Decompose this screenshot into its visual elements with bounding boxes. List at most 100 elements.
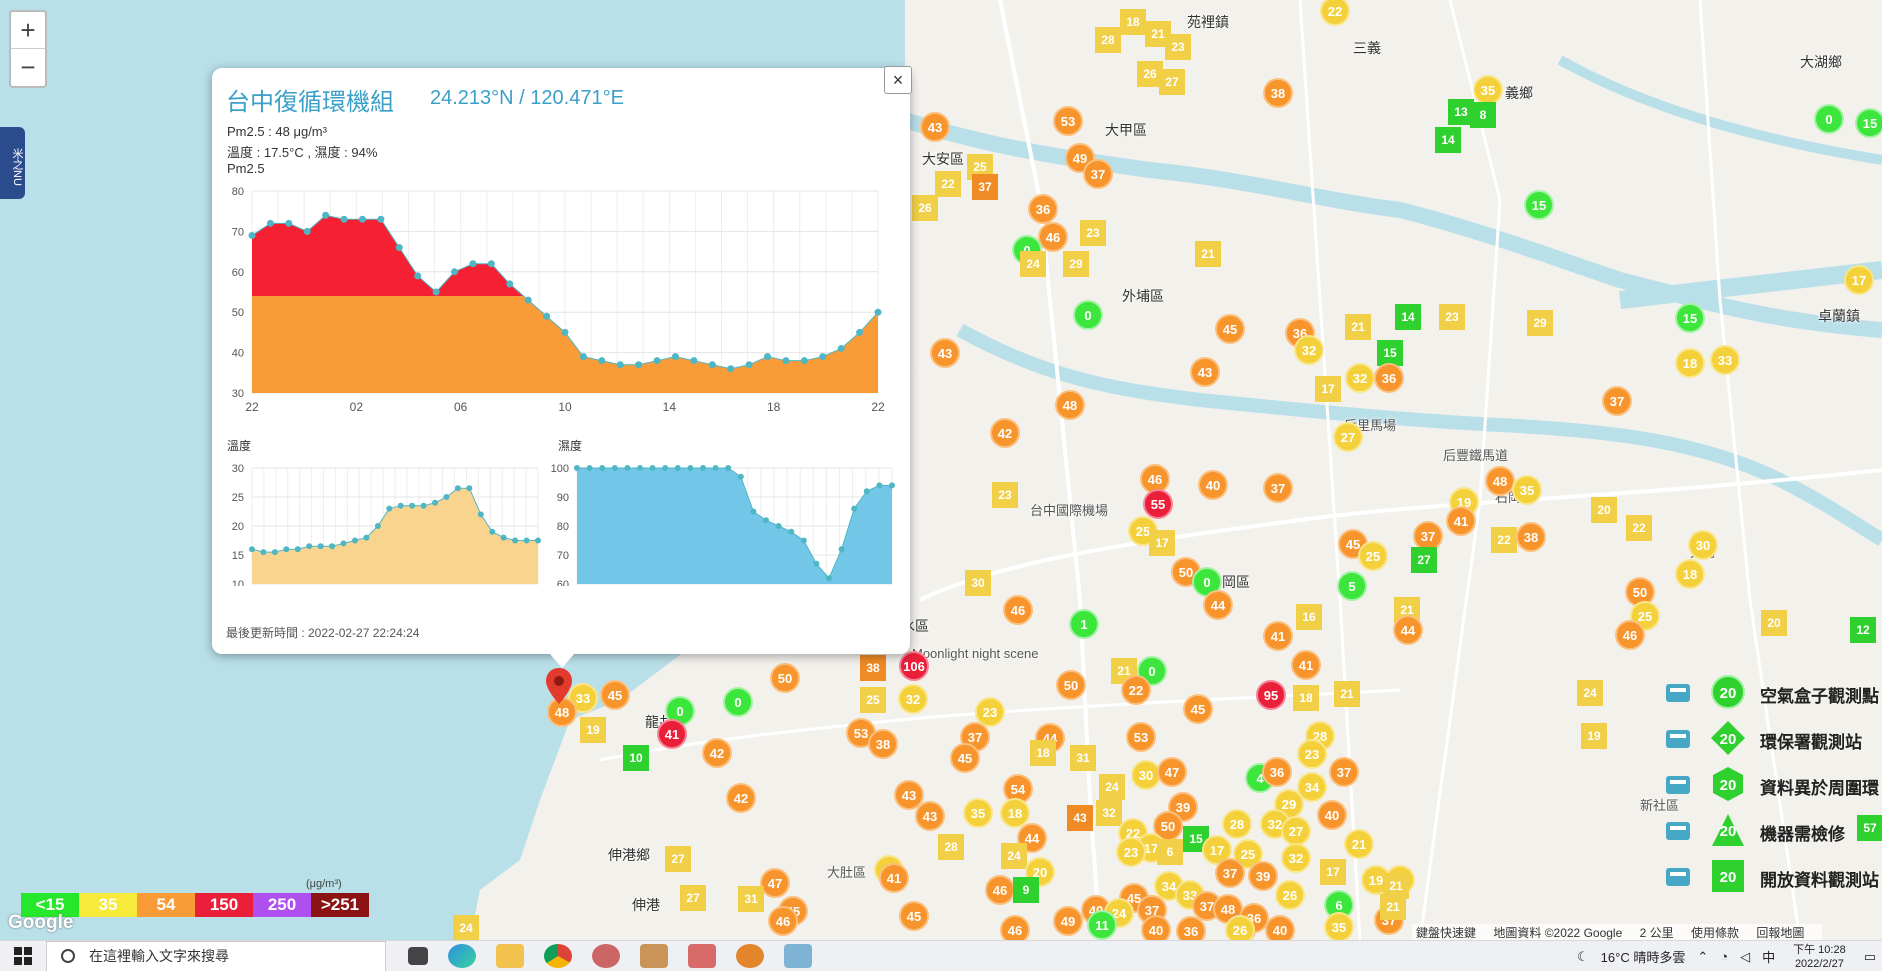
weather-text[interactable]: 16°C 晴時多雲	[1600, 950, 1686, 965]
station-marker[interactable]: 44	[1203, 590, 1233, 620]
station-marker[interactable]: 20	[1761, 610, 1787, 636]
station-marker[interactable]: 106	[899, 651, 929, 681]
map-canvas[interactable]: 苑裡鎮三義義鄉大湖鄉大甲區大安區外埔區后里馬場后豐鐵馬道卓蘭鎮神岡區清水區Moo…	[0, 0, 1882, 940]
terms-link[interactable]: 使用條款	[1690, 926, 1739, 940]
station-marker[interactable]: 12	[1850, 617, 1876, 643]
station-marker[interactable]: 48	[547, 697, 577, 727]
station-marker[interactable]: 50	[770, 663, 800, 693]
station-marker[interactable]: 53	[1053, 106, 1083, 136]
station-marker[interactable]: 24	[1577, 680, 1603, 706]
station-marker[interactable]: 35	[1512, 475, 1542, 505]
station-marker[interactable]: 14	[1395, 304, 1421, 330]
station-marker[interactable]: 95	[1256, 680, 1286, 710]
station-marker[interactable]: 23	[975, 697, 1005, 727]
station-marker[interactable]: 13	[1448, 99, 1474, 125]
station-marker[interactable]: 27	[680, 885, 706, 911]
station-marker[interactable]: 28	[1095, 27, 1121, 53]
station-marker[interactable]: 42	[990, 418, 1020, 448]
station-marker[interactable]: 41	[1263, 621, 1293, 651]
station-marker[interactable]: 18	[1675, 559, 1705, 589]
station-marker[interactable]: 0	[1073, 300, 1103, 330]
volume-icon[interactable]: ◁	[1740, 948, 1751, 964]
station-marker[interactable]: 26	[1137, 61, 1163, 87]
station-marker[interactable]: 15	[1855, 108, 1882, 138]
station-marker[interactable]: 25	[1358, 541, 1388, 571]
side-panel-tab[interactable]: 米之NU	[0, 127, 25, 199]
station-marker[interactable]: 6	[1157, 839, 1183, 865]
station-marker[interactable]: 43	[915, 801, 945, 831]
station-marker[interactable]: 45	[950, 743, 980, 773]
station-marker[interactable]: 32	[1294, 335, 1324, 365]
station-marker[interactable]: 35	[1473, 75, 1503, 105]
station-marker[interactable]: 50	[1056, 670, 1086, 700]
station-marker[interactable]: 1	[1069, 609, 1099, 639]
station-marker[interactable]: 46	[1615, 620, 1645, 650]
station-marker[interactable]: 5	[1337, 571, 1367, 601]
station-marker[interactable]: 18	[1030, 740, 1056, 766]
station-marker[interactable]: 44	[1393, 615, 1423, 645]
station-marker[interactable]: 47	[760, 868, 790, 898]
station-marker[interactable]: 53	[1126, 722, 1156, 752]
station-marker[interactable]: 45	[1215, 314, 1245, 344]
station-marker[interactable]: 46	[768, 906, 798, 936]
station-marker[interactable]: 48	[1485, 466, 1515, 496]
station-marker[interactable]: 14	[1435, 127, 1461, 153]
station-marker[interactable]: 21	[1344, 829, 1374, 859]
station-marker[interactable]: 18	[1120, 9, 1146, 35]
station-marker[interactable]: 9	[1013, 877, 1039, 903]
station-marker[interactable]: 22	[935, 171, 961, 197]
station-marker[interactable]: 27	[1159, 69, 1185, 95]
station-marker[interactable]: 36	[1176, 916, 1206, 940]
station-marker[interactable]: 18	[1675, 348, 1705, 378]
station-marker[interactable]: 20	[1591, 497, 1617, 523]
station-marker[interactable]: 36	[1028, 194, 1058, 224]
station-marker[interactable]: 33	[1710, 345, 1740, 375]
location-pin-icon[interactable]	[546, 668, 572, 704]
station-marker[interactable]: 49	[1065, 143, 1095, 173]
station-marker[interactable]: 37	[972, 174, 998, 200]
station-marker[interactable]: 26	[1275, 880, 1305, 910]
keyboard-shortcuts-link[interactable]: 鍵盤快速鍵	[1416, 926, 1477, 940]
taskbar-search[interactable]: 在這裡輸入文字來搜尋	[46, 940, 386, 971]
station-marker[interactable]: 27	[1281, 816, 1311, 846]
station-marker[interactable]: 37	[1329, 757, 1359, 787]
station-marker[interactable]: 0	[723, 687, 753, 717]
station-marker[interactable]: 0	[665, 696, 695, 726]
clock[interactable]: 下午 10:28 2022/2/27	[1793, 943, 1846, 971]
station-marker[interactable]: 57	[1857, 815, 1882, 841]
station-marker[interactable]: 27	[1333, 422, 1363, 452]
edge-icon[interactable]	[448, 944, 476, 968]
station-marker[interactable]: 43	[894, 780, 924, 810]
station-marker[interactable]: 32	[1096, 800, 1122, 826]
station-marker[interactable]: 46	[1000, 915, 1030, 940]
station-marker[interactable]: 48	[1055, 390, 1085, 420]
station-marker[interactable]: 24	[1020, 251, 1046, 277]
station-marker[interactable]: 10	[623, 745, 649, 771]
station-marker[interactable]: 31	[738, 886, 764, 912]
station-marker[interactable]: 36	[1374, 363, 1404, 393]
app-icon-1[interactable]	[592, 944, 620, 968]
station-marker[interactable]: 39	[1248, 861, 1278, 891]
station-marker[interactable]: 17	[1315, 376, 1341, 402]
station-marker[interactable]: 23	[1439, 304, 1465, 330]
station-marker[interactable]: 24	[453, 915, 479, 940]
station-marker[interactable]: 27	[665, 846, 691, 872]
station-marker[interactable]: 15	[1675, 303, 1705, 333]
station-marker[interactable]: 23	[1080, 220, 1106, 246]
app-icon-3[interactable]	[688, 944, 716, 968]
station-marker[interactable]: 15	[1183, 826, 1209, 852]
station-marker[interactable]: 32	[1281, 843, 1311, 873]
close-button[interactable]: ×	[884, 66, 912, 94]
station-marker[interactable]: 11	[1087, 910, 1117, 940]
station-marker[interactable]: 8	[1470, 102, 1496, 128]
station-marker[interactable]: 26	[912, 195, 938, 221]
station-marker[interactable]: 43	[1190, 357, 1220, 387]
station-marker[interactable]: 55	[1143, 489, 1173, 519]
station-marker[interactable]: 46	[1003, 595, 1033, 625]
station-marker[interactable]: 37	[1602, 386, 1632, 416]
station-marker[interactable]: 19	[1581, 723, 1607, 749]
station-marker[interactable]: 30	[1688, 530, 1718, 560]
station-marker[interactable]: 30	[965, 570, 991, 596]
station-marker[interactable]: 22	[1626, 515, 1652, 541]
station-marker[interactable]: 28	[1222, 809, 1252, 839]
